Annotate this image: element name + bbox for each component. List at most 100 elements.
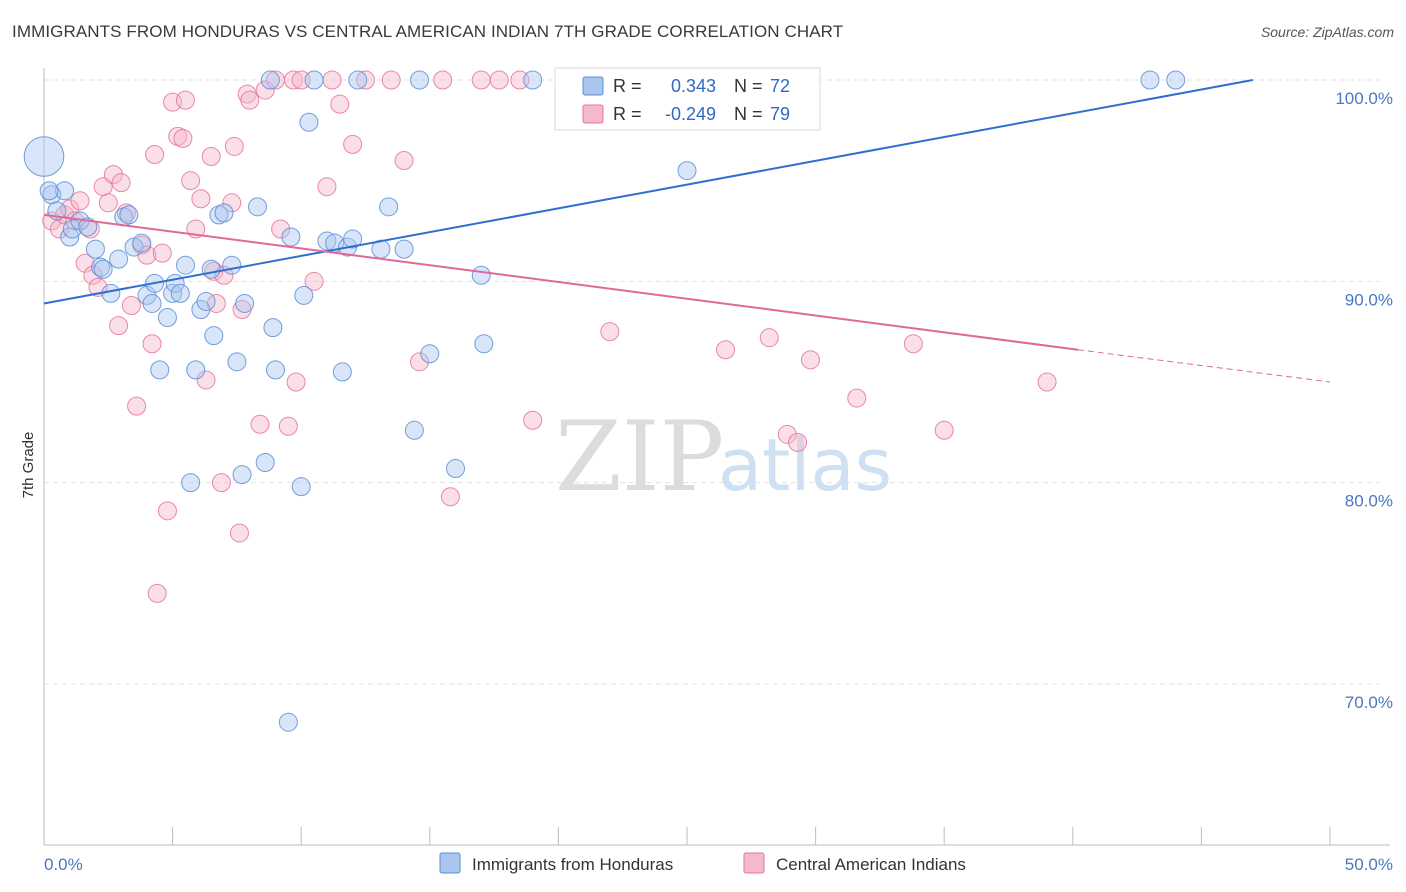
data-point-honduras xyxy=(119,205,139,225)
y-axis-label: 7th Grade xyxy=(20,432,37,499)
data-point-central-american-indians xyxy=(98,193,118,213)
y-tick-label: 100.0% xyxy=(1335,89,1393,108)
data-point-central-american-indians xyxy=(229,523,249,543)
data-point-honduras xyxy=(142,293,162,313)
data-point-honduras xyxy=(281,227,301,247)
data-point-central-american-indians xyxy=(127,396,147,416)
series-legend-swatch-pink xyxy=(743,852,765,874)
data-point-honduras xyxy=(196,291,216,311)
data-point-central-american-indians xyxy=(903,334,923,354)
series-legend-swatch-blue xyxy=(439,852,461,874)
data-point-central-american-indians xyxy=(283,70,303,90)
data-point-honduras xyxy=(23,136,65,177)
data-point-central-american-indians xyxy=(142,334,162,354)
data-point-honduras xyxy=(181,473,201,493)
data-point-honduras xyxy=(222,255,242,275)
data-point-central-american-indians xyxy=(410,352,430,372)
watermark-zip: ZIP xyxy=(555,401,724,513)
data-point-central-american-indians xyxy=(489,70,509,90)
data-point-honduras xyxy=(101,283,121,303)
data-point-central-american-indians xyxy=(286,372,306,392)
data-point-honduras xyxy=(394,239,414,259)
data-point-central-american-indians xyxy=(255,80,275,100)
data-point-central-american-indians xyxy=(75,253,95,273)
data-point-honduras xyxy=(201,259,221,279)
legend-r-label-blue: R = xyxy=(613,76,642,96)
data-point-honduras xyxy=(404,420,424,440)
data-point-central-american-indians xyxy=(250,414,270,434)
legend-n-value-blue: 72 xyxy=(770,76,790,96)
data-point-honduras xyxy=(446,459,466,479)
data-point-central-american-indians xyxy=(181,171,201,191)
chart-title: IMMIGRANTS FROM HONDURAS VS CENTRAL AMER… xyxy=(12,22,844,41)
data-point-honduras xyxy=(93,259,113,279)
legend-n-value-pink: 79 xyxy=(770,104,790,124)
data-point-honduras xyxy=(150,360,170,380)
data-point-central-american-indians xyxy=(103,165,123,185)
data-point-central-american-indians xyxy=(330,94,350,114)
data-point-honduras xyxy=(186,360,206,380)
y-tick-label: 70.0% xyxy=(1345,693,1393,712)
data-point-honduras xyxy=(348,70,368,90)
data-point-central-american-indians xyxy=(381,70,401,90)
data-point-honduras xyxy=(62,219,82,239)
series-legend-label-blue: Immigrants from Honduras xyxy=(472,855,673,874)
series-legend-label-pink: Central American Indians xyxy=(776,855,966,874)
data-point-honduras xyxy=(232,465,252,485)
data-point-central-american-indians xyxy=(394,151,414,171)
tick-labels: 70.0% 80.0% 90.0% 100.0% 0.0% 50.0% xyxy=(44,89,1393,874)
data-point-honduras xyxy=(474,334,494,354)
series-legend: Immigrants from Honduras Central America… xyxy=(439,852,966,874)
y-tick-label: 80.0% xyxy=(1345,492,1393,511)
x-tick-label: 0.0% xyxy=(44,855,83,874)
data-point-honduras xyxy=(235,293,255,313)
data-point-honduras xyxy=(410,70,430,90)
trend-line-central-american-indians xyxy=(43,213,1079,351)
data-point-honduras xyxy=(343,229,363,249)
data-point-honduras xyxy=(132,233,152,253)
series-immigrants-from-honduras xyxy=(23,70,1186,732)
data-point-central-american-indians xyxy=(111,173,131,193)
data-point-honduras xyxy=(1140,70,1160,90)
data-point-honduras xyxy=(263,318,283,338)
watermark-atlas: atlas xyxy=(718,423,892,507)
data-point-honduras xyxy=(175,255,195,275)
data-point-honduras xyxy=(420,344,440,364)
data-point-honduras xyxy=(379,197,399,217)
data-point-central-american-indians xyxy=(600,322,620,342)
data-point-central-american-indians xyxy=(759,328,779,348)
series-central-american-indians xyxy=(42,70,1057,603)
data-point-honduras xyxy=(291,477,311,497)
data-point-central-american-indians xyxy=(152,243,172,263)
data-point-honduras xyxy=(332,362,352,382)
data-point-honduras xyxy=(39,181,59,201)
data-point-honduras xyxy=(1166,70,1186,90)
data-point-honduras xyxy=(78,217,98,237)
trend-line-extension-central-american-indians xyxy=(1077,349,1331,383)
legend-n-label-blue: N = xyxy=(734,76,763,96)
data-point-central-american-indians xyxy=(800,350,820,370)
data-point-central-american-indians xyxy=(271,219,291,239)
data-point-honduras xyxy=(85,239,105,259)
data-point-central-american-indians xyxy=(157,501,177,521)
data-point-honduras xyxy=(204,326,224,346)
data-point-central-american-indians xyxy=(356,70,375,90)
data-point-central-american-indians xyxy=(147,583,167,603)
data-point-honduras xyxy=(677,161,697,181)
stats-legend: R = 0.343 N = 72 R = -0.249 N = 79 xyxy=(554,67,821,131)
data-point-central-american-indians xyxy=(191,189,211,209)
y-tick-label: 90.0% xyxy=(1345,290,1393,309)
legend-n-label-pink: N = xyxy=(734,104,763,124)
data-point-honduras xyxy=(227,352,247,372)
data-point-central-american-indians xyxy=(716,340,736,360)
data-point-honduras xyxy=(523,70,543,90)
data-point-central-american-indians xyxy=(175,90,195,110)
data-point-central-american-indians xyxy=(211,473,231,493)
data-point-central-american-indians xyxy=(109,316,129,336)
data-point-central-american-indians xyxy=(304,271,324,291)
data-point-honduras xyxy=(255,453,275,472)
data-point-central-american-indians xyxy=(173,128,193,148)
data-point-central-american-indians xyxy=(1037,372,1057,392)
data-point-central-american-indians xyxy=(934,420,954,440)
data-point-central-american-indians xyxy=(70,191,90,211)
